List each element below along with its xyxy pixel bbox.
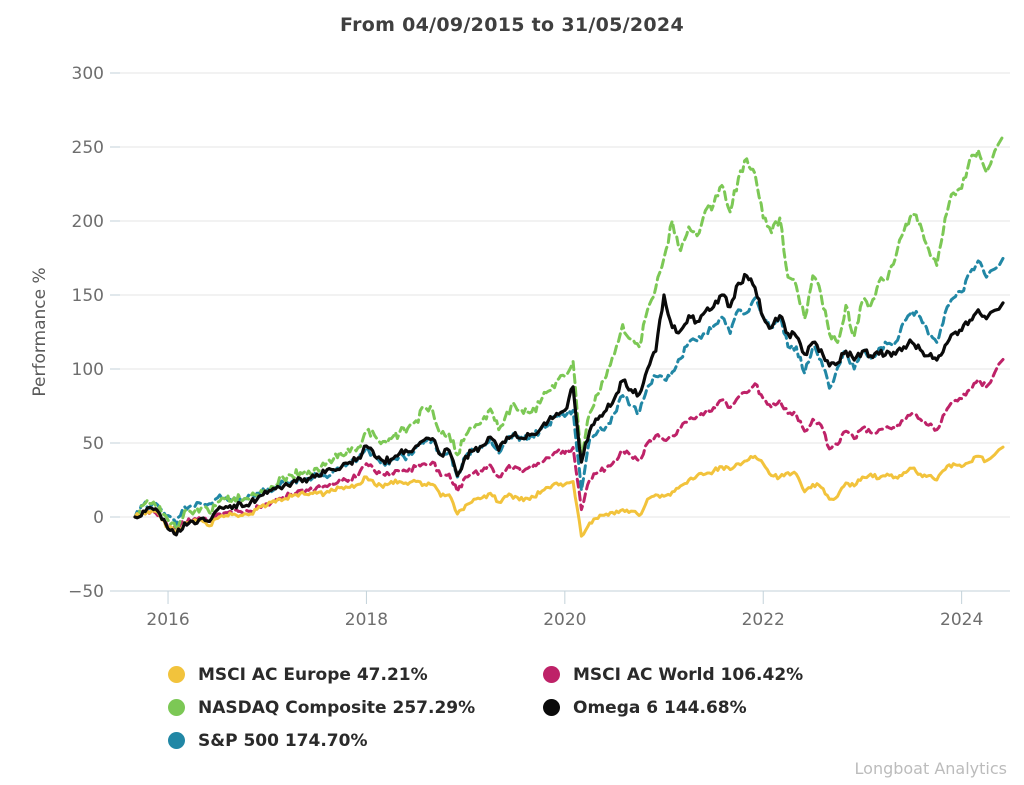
svg-text:150: 150 (72, 286, 104, 306)
legend-color-dot-icon (543, 699, 560, 716)
svg-text:2024: 2024 (940, 610, 983, 630)
performance-line-chart: 300 250 200 150 100 50 0 −50 2016 2018 2020 2022 202… (30, 64, 1010, 630)
legend-label: MSCI AC World 106.42% (573, 664, 804, 685)
legend-item-omega-6[interactable]: Omega 6 144.68% (543, 698, 803, 718)
watermark-longboat-analytics: Longboat Analytics (854, 759, 1007, 778)
svg-text:50: 50 (82, 434, 104, 454)
svg-text:250: 250 (72, 138, 104, 158)
svg-text:200: 200 (72, 212, 104, 232)
legend-label: S&P 500 174.70% (198, 730, 368, 751)
chart-title: From 04/09/2015 to 31/05/2024 (340, 14, 684, 36)
legend-label: MSCI AC Europe 47.21% (198, 664, 428, 685)
legend-label: NASDAQ Composite 257.29% (198, 697, 476, 718)
legend-item-sp-500[interactable]: S&P 500 174.70% (168, 731, 543, 751)
legend-label: Omega 6 144.68% (573, 697, 747, 718)
svg-text:2022: 2022 (742, 610, 785, 630)
legend-color-dot-icon (543, 666, 560, 683)
svg-text:100: 100 (72, 360, 104, 380)
svg-text:0: 0 (93, 508, 104, 528)
legend-item-msci-ac-world[interactable]: MSCI AC World 106.42% (543, 665, 803, 685)
svg-text:300: 300 (72, 64, 104, 84)
svg-text:2020: 2020 (543, 610, 586, 630)
chart-legend: MSCI AC Europe 47.21% NASDAQ Composite 2… (168, 658, 803, 757)
svg-text:−50: −50 (68, 582, 104, 602)
svg-text:2016: 2016 (146, 610, 189, 630)
legend-color-dot-icon (168, 732, 185, 749)
svg-text:Performance %: Performance % (30, 267, 50, 396)
legend-item-nasdaq-composite[interactable]: NASDAQ Composite 257.29% (168, 698, 543, 718)
legend-item-msci-ac-europe[interactable]: MSCI AC Europe 47.21% (168, 665, 543, 685)
legend-color-dot-icon (168, 666, 185, 683)
legend-color-dot-icon (168, 699, 185, 716)
svg-text:2018: 2018 (345, 610, 388, 630)
